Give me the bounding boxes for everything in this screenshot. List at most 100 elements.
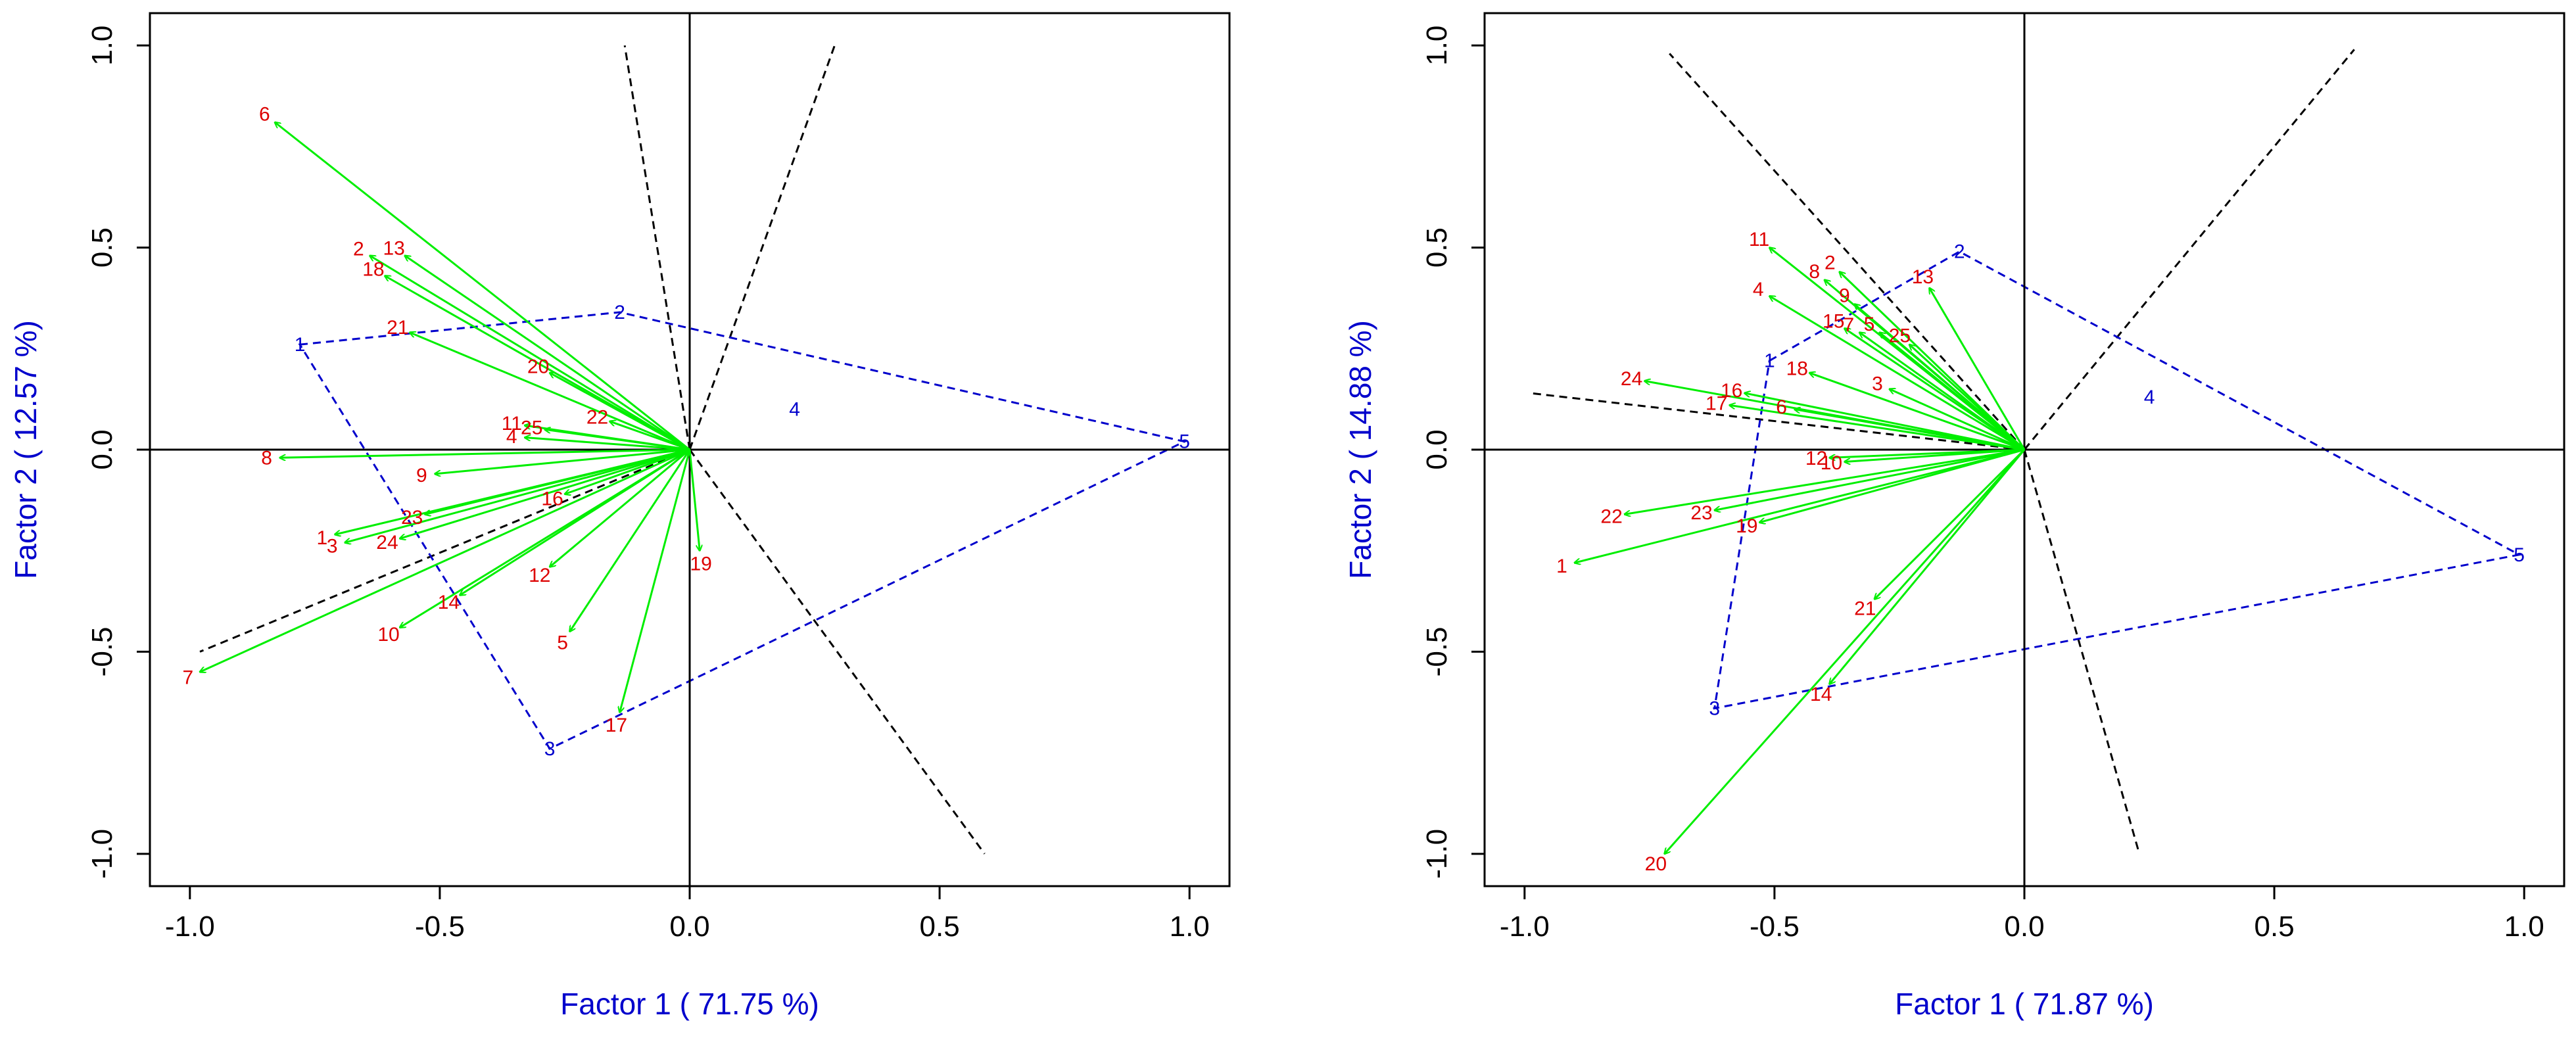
y-tick-label-2: 0.0: [86, 429, 118, 469]
genotype-label-12: 12: [1805, 448, 1827, 469]
genotype-label-22: 22: [1600, 506, 1622, 528]
genotype-label-3: 3: [327, 536, 338, 557]
genotype-label-5: 5: [557, 632, 568, 653]
genotype-label-2: 2: [353, 239, 364, 260]
genotype-vectors: [1575, 248, 2026, 854]
sector-line-2: [688, 45, 836, 450]
genotype-vector-24: [1644, 381, 2025, 451]
genotype-label-7: 7: [1843, 314, 1854, 336]
genotype-label-2: 2: [1825, 252, 1836, 274]
genotype-vector-15: [1844, 329, 2025, 451]
genotype-vector-24: [400, 448, 690, 538]
genotype-vector-25: [1909, 344, 2026, 451]
x-tick-label-4: 1.0: [2504, 910, 2544, 943]
genotype-label-24: 24: [376, 532, 398, 554]
x-tick-label-0: -1.0: [1500, 910, 1550, 943]
x-axis-title: Factor 1 ( 71.75 %): [560, 987, 819, 1021]
environment-label-4: 4: [2144, 387, 2155, 408]
genotype-label-16: 16: [1721, 380, 1742, 402]
genotype-vector-12: [1830, 448, 2025, 458]
sector-lines: [199, 45, 986, 855]
sector-lines: [1529, 49, 2355, 855]
genotype-vector-23: [425, 448, 690, 514]
environment-label-2: 2: [1954, 241, 1965, 263]
genotype-label-21: 21: [387, 317, 408, 339]
genotype-label-4: 4: [506, 426, 517, 448]
environment-label-4: 4: [789, 399, 800, 421]
genotype-label-19: 19: [690, 554, 711, 575]
genotype-label-6: 6: [259, 104, 270, 126]
axis-ticks: -1.0 -0.5 0.0 0.5 1.0 -1.0 -0.5 0.0 0.5 1.0: [1421, 26, 2544, 943]
genotype-label-20: 20: [1645, 853, 1667, 875]
genotype-label-22: 22: [586, 406, 608, 428]
genotype-vector-18: [1809, 373, 2025, 451]
x-tick-label-1: -0.5: [415, 910, 465, 943]
genotype-vector-17: [1729, 405, 2025, 451]
genotype-label-8: 8: [261, 448, 272, 469]
environment-label-2: 2: [614, 302, 625, 323]
genotype-label-25: 25: [1889, 325, 1911, 347]
sector-line-4: [199, 448, 690, 653]
genotype-vector-23: [1715, 448, 2025, 510]
sector-line-4: [1529, 392, 2025, 451]
genotype-vector-6: [275, 122, 690, 451]
genotype-vector-22: [609, 421, 690, 451]
genotype-label-20: 20: [527, 356, 549, 378]
y-tick-label-1: -0.5: [1421, 626, 1453, 676]
genotype-vector-17: [620, 449, 691, 713]
sector-line-3: [688, 449, 986, 855]
environment-label-3: 3: [1709, 697, 1720, 719]
x-tick-label-0: -1.0: [165, 910, 215, 943]
genotype-label-19: 19: [1736, 515, 1757, 537]
genotype-label-10: 10: [377, 624, 399, 646]
genotype-label-13: 13: [383, 238, 404, 260]
genotype-vector-3: [1890, 389, 2025, 451]
genotype-vector-14: [1830, 449, 2026, 684]
y-tick-label-0: -1.0: [1421, 829, 1453, 879]
genotype-label-16: 16: [541, 488, 563, 509]
genotype-vector-21: [410, 333, 690, 451]
genotype-vector-21: [1874, 448, 2026, 599]
genotype-vector-2: [1840, 271, 2026, 451]
genotype-vector-19: [688, 449, 700, 551]
genotype-vector-3: [345, 448, 690, 542]
genotype-vector-2: [370, 256, 690, 451]
genotype-label-17: 17: [1705, 392, 1727, 414]
genotype-label-21: 21: [1854, 598, 1876, 620]
genotype-label-7: 7: [182, 667, 193, 688]
genotype-vector-4: [1769, 296, 2025, 451]
genotype-label-13: 13: [1912, 266, 1934, 288]
genotype-vector-13: [405, 256, 690, 451]
genotype-vector-13: [1930, 288, 2026, 450]
genotype-label-23: 23: [1690, 502, 1712, 524]
x-tick-label-2: 0.0: [669, 910, 709, 943]
genotype-vector-7: [200, 448, 690, 672]
genotype-label-10: 10: [1821, 452, 1842, 474]
environment-label-5: 5: [2514, 544, 2525, 566]
genotype-label-9: 9: [416, 465, 427, 486]
genotype-label-1: 1: [316, 527, 327, 549]
genotype-vector-5: [570, 449, 691, 632]
environment-hull: [298, 311, 1188, 750]
genotype-vector-20: [1665, 449, 2026, 854]
genotype-label-1: 1: [1556, 555, 1567, 577]
y-tick-label-3: 0.5: [86, 227, 118, 268]
genotype-label-6: 6: [1776, 396, 1787, 418]
genotype-label-15: 15: [1823, 310, 1844, 332]
x-tick-label-4: 1.0: [1170, 910, 1210, 943]
genotype-label-14: 14: [438, 592, 460, 613]
genotype-label-18: 18: [1786, 358, 1808, 379]
x-tick-label-3: 0.5: [920, 910, 960, 943]
genotype-vector-14: [460, 448, 690, 595]
genotype-vector-4: [525, 438, 690, 451]
sector-line-2: [2023, 49, 2355, 450]
genotype-vector-9: [435, 448, 690, 474]
genotype-vector-8: [280, 448, 690, 458]
genotype-vector-12: [550, 448, 690, 567]
y-tick-label-4: 1.0: [1421, 26, 1453, 66]
environment-label-1: 1: [1764, 350, 1775, 372]
